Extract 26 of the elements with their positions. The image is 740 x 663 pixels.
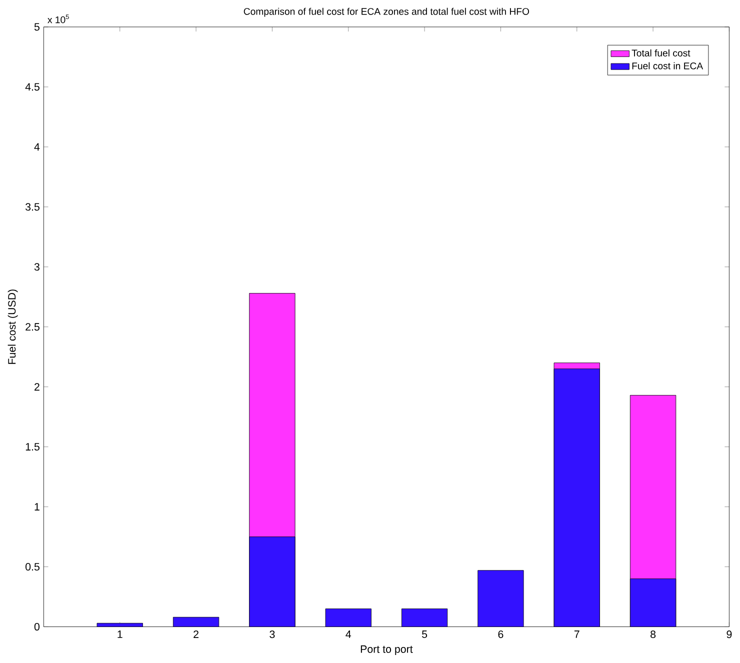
x-tick-label: 7: [574, 630, 580, 638]
legend-label: Total fuel cost: [632, 50, 690, 57]
y-tick-label: 0: [34, 623, 40, 631]
y-tick-label: 3: [34, 263, 40, 271]
x-tick-label: 3: [270, 630, 275, 638]
x-tick-label: 2: [194, 630, 198, 638]
y-tick-label: 1: [34, 503, 40, 511]
y-tick-label: 0.5: [26, 563, 40, 571]
x-tick-label: 1: [118, 630, 122, 638]
y-axis-title: Fuel cost (USD): [8, 290, 18, 364]
y-tick-label: 1.5: [26, 443, 40, 451]
x-tick-label: 8: [650, 630, 656, 638]
text: x 10$^{5}$: [48, 14, 69, 24]
x-axis-title: Port to port: [360, 646, 413, 656]
y-tick-label: 2.5: [26, 323, 40, 331]
y-tick-label: 5: [34, 23, 40, 31]
y-tick-label: 2: [34, 383, 40, 391]
y-tick-label: 4.5: [25, 83, 40, 91]
legend-label: Fuel cost in ECA: [632, 62, 704, 70]
chart-title: Comparison of fuel cost for ECA zones and total fuel cost with HFO: [244, 8, 530, 17]
x-tick-label: 4: [346, 630, 352, 638]
y-tick-label: 4: [34, 143, 40, 151]
y-tick-label: 3.5: [26, 203, 40, 211]
x-tick-label: 6: [498, 630, 504, 638]
x-tick-label: 5: [422, 630, 428, 638]
x-tick-label: 9: [726, 630, 732, 638]
